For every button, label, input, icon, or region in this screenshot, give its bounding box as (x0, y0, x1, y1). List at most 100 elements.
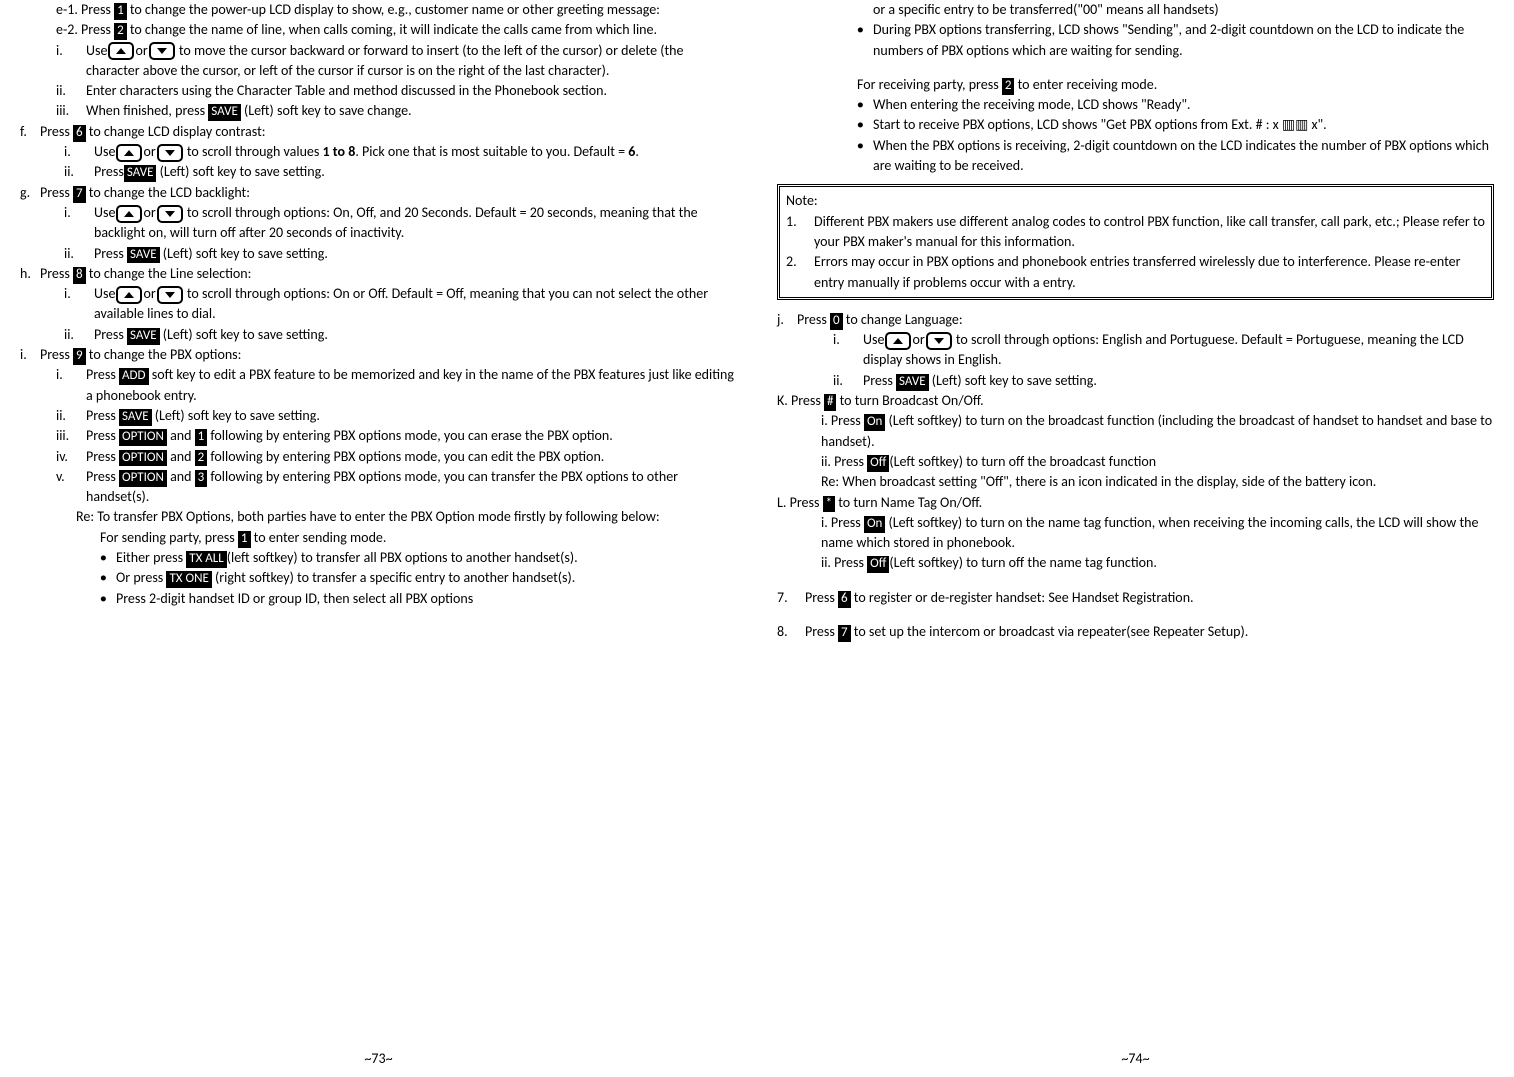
item-g-ii: ii. Press SAVE (Left) soft key to save s… (20, 244, 737, 264)
item-l: L. Press * to turn Name Tag On/Off. (777, 493, 1494, 513)
note-2: 2.Errors may occur in PBX options and ph… (786, 252, 1485, 293)
marker: iii. (56, 426, 86, 446)
text: to change the power-up LCD display to sh… (127, 1, 660, 18)
text: Re: When broadcast setting "Off", there … (821, 472, 1494, 492)
text: and (167, 448, 195, 465)
key-1: 1 (195, 429, 208, 446)
text: i. Press (821, 514, 864, 531)
item-rec-b: Start to receive PBX options, LCD shows … (777, 115, 1494, 135)
text: Press (86, 407, 119, 424)
text: to change the PBX options: (86, 346, 242, 363)
text: to change Language: (843, 311, 963, 328)
marker: i. (64, 284, 94, 325)
marker: i. (56, 41, 86, 82)
text: Use (94, 285, 115, 302)
text: (Left) soft key to save setting. (160, 245, 328, 262)
item-k-ii: ii. Press Off(Left softkey) to turn off … (777, 452, 1494, 472)
option-key: OPTION (119, 450, 167, 467)
text: Press (863, 372, 896, 389)
item-e-iii: iii. When finished, press SAVE (Left) so… (20, 101, 737, 121)
text: Either press (116, 549, 186, 566)
marker: 7. (777, 588, 805, 608)
text: Press (94, 326, 127, 343)
text: ii. Press (821, 453, 867, 470)
text: During PBX options transferring, LCD sho… (857, 20, 1494, 61)
text: Press (86, 366, 119, 383)
text: Press (94, 245, 127, 262)
marker: i. (20, 345, 40, 365)
off-key: Off (867, 556, 889, 573)
item-re-a: Re: To transfer PBX Options, both partie… (20, 507, 737, 527)
item-l-ii: ii. Press Off(Left softkey) to turn off … (777, 553, 1494, 573)
item-re-d: Or press TX ONE (right softkey) to trans… (20, 568, 737, 588)
text: When entering the receiving mode, LCD sh… (857, 95, 1494, 115)
text: Press (86, 448, 119, 465)
key-star: * (823, 496, 835, 513)
text: to change LCD display contrast: (86, 123, 266, 140)
arrow-down-icon (157, 205, 183, 223)
text: L. Press (777, 494, 823, 511)
item-re-e: Press 2-digit handset ID or group ID, th… (20, 589, 737, 609)
text: (right softkey) to transfer a specific e… (212, 569, 575, 586)
option-key: OPTION (119, 470, 167, 487)
item-i-i: i. Press ADD soft key to edit a PBX feat… (20, 365, 737, 406)
item-rec: For receiving party, press 2 to enter re… (777, 75, 1494, 95)
text: e-2. Press (56, 21, 114, 38)
save-key: SAVE (896, 374, 929, 391)
page-right: or a specific entry to be transferred("0… (757, 0, 1514, 1077)
text: e-1. Press (56, 1, 114, 18)
text: or (143, 285, 155, 302)
text: . (635, 143, 639, 160)
text: (Left softkey) to turn off the name tag … (889, 554, 1157, 571)
text: to change the Line selection: (86, 265, 252, 282)
text: to enter sending mode. (251, 529, 387, 546)
text: or (135, 42, 147, 59)
text: Different PBX makers use different analo… (814, 212, 1485, 253)
item-re-b: For sending party, press 1 to enter send… (20, 528, 737, 548)
marker: ii. (64, 162, 94, 182)
save-key: SAVE (127, 328, 160, 345)
key-7: 7 (838, 625, 851, 642)
text: (Left) soft key to save setting. (156, 163, 324, 180)
marker: ii. (56, 406, 86, 426)
item-i: i. Press 9 to change the PBX options: (20, 345, 737, 365)
text: (Left) soft key to save change. (241, 102, 412, 119)
text: Press (797, 311, 830, 328)
item-i-v: v. Press OPTION and 3 following by enter… (20, 467, 737, 508)
key-hash: # (824, 394, 836, 411)
text: to change the name of line, when calls c… (127, 21, 657, 38)
text: Use (94, 143, 115, 160)
save-key: SAVE (124, 165, 157, 182)
text: K. Press (777, 392, 824, 409)
marker: i. (64, 142, 94, 162)
marker: v. (56, 467, 86, 508)
text: to turn Name Tag On/Off. (835, 494, 982, 511)
item-j: j. Press 0 to change Language: (777, 310, 1494, 330)
marker: ii. (56, 81, 86, 101)
item-h: h. Press 8 to change the Line selection: (20, 264, 737, 284)
item-k-i: i. Press On (Left softkey) to turn on th… (777, 411, 1494, 452)
key-1: 1 (114, 3, 127, 20)
text: (Left softkey) to turn off the broadcast… (889, 453, 1156, 470)
note-box: Note: 1.Different PBX makers use differe… (777, 184, 1494, 299)
marker: g. (20, 183, 40, 203)
arrow-up-icon (116, 144, 142, 162)
text: For receiving party, press (857, 76, 1002, 93)
text: to set up the intercom or broadcast via … (851, 623, 1249, 640)
text: or (143, 143, 155, 160)
text: or a specific entry to be transferred("0… (873, 0, 1494, 20)
text: soft key to edit a PBX feature to be mem… (86, 366, 734, 403)
text: to scroll through values (184, 143, 323, 160)
text: and (167, 468, 195, 485)
marker: i. (833, 330, 863, 371)
text: Press (805, 589, 838, 606)
text-bold: 1 to 8 (323, 143, 356, 160)
text: When the PBX options is receiving, 2-dig… (857, 136, 1494, 177)
text: For sending party, press (100, 529, 238, 546)
text: (Left) soft key to save setting. (929, 372, 1097, 389)
key-6: 6 (838, 591, 851, 608)
text: . Pick one that is most suitable to you.… (355, 143, 628, 160)
key-2: 2 (195, 450, 208, 467)
text: to scroll through options: On or Off. De… (94, 285, 708, 322)
arrow-up-icon (116, 205, 142, 223)
